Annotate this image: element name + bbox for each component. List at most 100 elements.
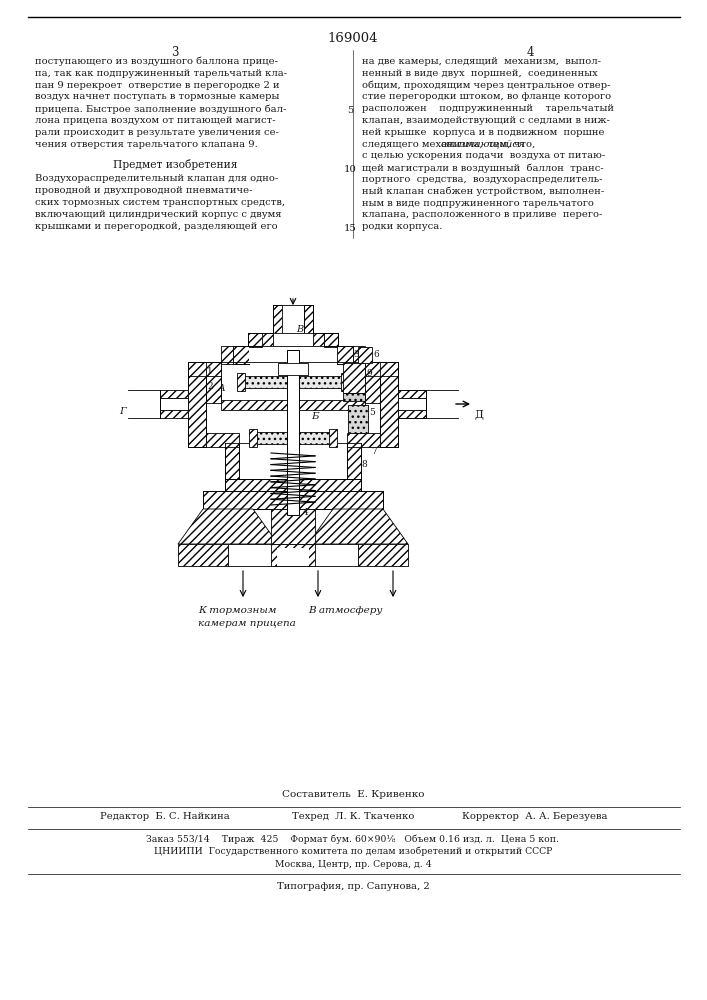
Bar (348, 405, 368, 433)
Text: общим, проходящим через центральное отвер-: общим, проходящим через центральное отве… (362, 81, 611, 90)
Bar (278, 363, 308, 375)
Bar (160, 398, 188, 410)
Bar (249, 346, 337, 364)
Bar (343, 393, 365, 401)
Text: камерам прицепа: камерам прицепа (198, 619, 296, 628)
Bar (262, 333, 324, 347)
Polygon shape (178, 509, 278, 544)
Text: 4: 4 (526, 46, 534, 59)
Text: ненный в виде двух  поршней,  соединенных: ненный в виде двух поршней, соединенных (362, 69, 597, 78)
Text: 4: 4 (303, 508, 309, 517)
Text: ЦНИИПИ  Государственного комитета по делам изобретений и открытий СССР: ЦНИИПИ Государственного комитета по дела… (154, 847, 552, 856)
Text: 7: 7 (371, 447, 377, 456)
Text: 10: 10 (344, 165, 356, 174)
Text: Заказ 553/14    Тираж  425    Формат бум. 60×90⅛   Объем 0.16 изд. л.  Цена 5 ко: Заказ 553/14 Тираж 425 Формат бум. 60×90… (146, 834, 559, 844)
Text: 15: 15 (344, 224, 356, 233)
Bar (324, 346, 337, 347)
Text: крышками и перегородкой, разделяющей его: крышками и перегородкой, разделяющей его (35, 222, 278, 231)
Text: ным в виде подпружиненного тарельчатого: ным в виде подпружиненного тарельчатого (362, 199, 594, 208)
Bar (221, 346, 233, 364)
Text: Составитель  Е. Кривенко: Составитель Е. Кривенко (282, 790, 424, 799)
Bar (262, 333, 273, 347)
Bar (160, 410, 188, 418)
Bar (380, 362, 398, 447)
Bar (271, 544, 315, 566)
Text: прицепа. Быстрое заполнение воздушного бал-: прицепа. Быстрое заполнение воздушного б… (35, 104, 286, 114)
Bar (341, 373, 349, 391)
Text: 3: 3 (353, 350, 358, 359)
Text: Корректор  А. А. Березуева: Корректор А. А. Березуева (462, 812, 608, 821)
Bar (282, 305, 304, 333)
Text: 6: 6 (373, 350, 379, 359)
Text: чения отверстия тарельчатого клапана 9.: чения отверстия тарельчатого клапана 9. (35, 140, 258, 149)
Bar (347, 433, 380, 447)
Text: следящего механизма,: следящего механизма, (362, 140, 486, 149)
Bar (249, 429, 257, 447)
Text: Редактор  Б. С. Найкина: Редактор Б. С. Найкина (100, 812, 230, 821)
Bar (178, 544, 228, 566)
Text: проводной и двухпроводной пневматиче-: проводной и двухпроводной пневматиче- (35, 186, 252, 195)
Text: 8: 8 (361, 460, 367, 469)
Text: А: А (218, 384, 226, 393)
Text: расположен    подпружиненный    тарельчатый: расположен подпружиненный тарельчатый (362, 104, 614, 113)
Bar (347, 443, 361, 481)
Bar (343, 363, 365, 393)
Bar (358, 347, 372, 363)
Bar (253, 432, 333, 444)
Text: родки корпуса.: родки корпуса. (362, 222, 443, 231)
Bar (241, 376, 345, 388)
Text: па, так как подпружиненный тарельчатый кла-: па, так как подпружиненный тарельчатый к… (35, 69, 287, 78)
Text: включающий цилиндрический корпус с двумя: включающий цилиндрический корпус с двумя (35, 210, 281, 219)
Bar (225, 479, 361, 493)
Text: ских тормозных систем транспортных средств,: ских тормозных систем транспортных средс… (35, 198, 285, 207)
Text: В: В (296, 325, 303, 334)
Text: стие перегородки штоком, во фланце которого: стие перегородки штоком, во фланце котор… (362, 92, 611, 101)
Text: Техред  Л. К. Ткаченко: Техред Л. К. Ткаченко (292, 812, 414, 821)
Text: 5: 5 (347, 106, 354, 115)
Text: лона прицепа воздухом от питающей магист-: лона прицепа воздухом от питающей магист… (35, 116, 276, 125)
Bar (273, 305, 282, 333)
Bar (225, 443, 239, 481)
Bar (353, 346, 365, 364)
Bar (249, 346, 262, 347)
Bar (188, 362, 206, 447)
Text: поступающего из воздушного баллона прице-: поступающего из воздушного баллона прице… (35, 57, 278, 66)
Bar (277, 548, 309, 566)
Text: щей магистрали в воздушный  баллон  транс-: щей магистрали в воздушный баллон транс- (362, 163, 604, 173)
Text: Д: Д (475, 409, 484, 419)
Bar (398, 390, 426, 398)
Bar (188, 362, 221, 376)
Text: отличающийся: отличающийся (440, 140, 525, 149)
Text: Москва, Центр, пр. Серова, д. 4: Москва, Центр, пр. Серова, д. 4 (274, 860, 431, 869)
Bar (337, 346, 353, 364)
Text: рали происходит в результате увеличения се-: рали происходит в результате увеличения … (35, 128, 279, 137)
Text: клапана, расположенного в приливе  перего-: клапана, расположенного в приливе перего… (362, 210, 602, 219)
Text: К тормозным: К тормозным (198, 606, 276, 615)
Text: Б: Б (311, 412, 319, 421)
Bar (313, 333, 324, 347)
Text: 2: 2 (207, 382, 213, 391)
Polygon shape (308, 509, 408, 544)
Text: 5: 5 (369, 408, 375, 417)
Bar (133, 295, 613, 685)
Bar (365, 363, 381, 403)
Text: ней крышке  корпуса и в подвижном  поршне: ней крышке корпуса и в подвижном поршне (362, 128, 604, 137)
Text: воздух начнет поступать в тормозные камеры: воздух начнет поступать в тормозные каме… (35, 92, 279, 101)
Text: Воздухораспределительный клапан для одно-: Воздухораспределительный клапан для одно… (35, 174, 279, 183)
Bar (228, 544, 358, 566)
Text: на две камеры, следящий  механизм,  выпол-: на две камеры, следящий механизм, выпол- (362, 57, 601, 66)
Bar (203, 491, 383, 509)
Bar (237, 373, 245, 391)
Text: портного  средства,  воздухораспределитель-: портного средства, воздухораспределитель… (362, 175, 602, 184)
Bar (160, 390, 188, 398)
Bar (206, 433, 239, 447)
Bar (398, 410, 426, 418)
Bar (233, 346, 249, 364)
Bar (221, 400, 365, 410)
Text: В атмосферу: В атмосферу (308, 606, 382, 615)
Text: с целью ускорения подачи  воздуха от питаю-: с целью ускорения подачи воздуха от пита… (362, 151, 605, 160)
Bar (398, 398, 426, 410)
Bar (358, 544, 408, 566)
Text: Г: Г (119, 407, 126, 416)
Bar (287, 350, 299, 515)
